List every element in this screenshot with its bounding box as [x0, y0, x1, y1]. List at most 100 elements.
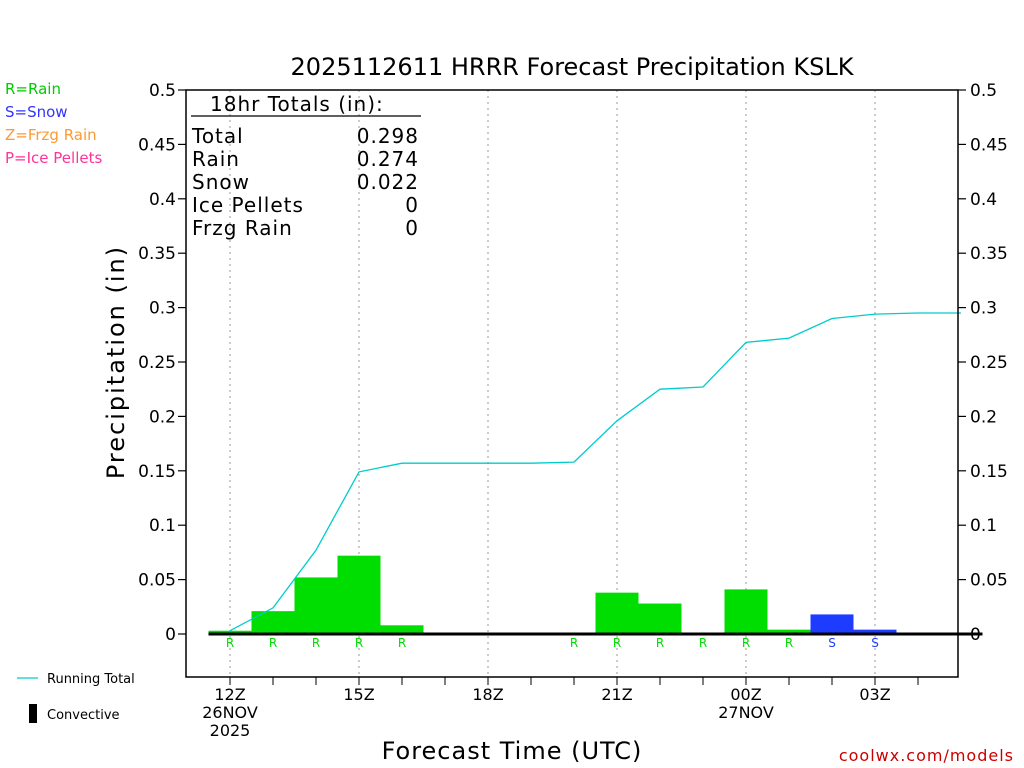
convective-bar [767, 632, 811, 636]
y-tick-label-right: 0.4 [970, 190, 997, 210]
x-tick-label: 26NOV [202, 703, 258, 722]
precip-bar [853, 629, 897, 634]
totals-row-label: Snow [192, 170, 250, 194]
precip-bar [208, 630, 252, 634]
chart-title: 2025112611 HRRR Forecast Precipitation K… [291, 53, 855, 81]
convective-bar [380, 632, 424, 636]
convective-bar [208, 632, 252, 636]
legend-key-ice-pellets: P=Ice Pellets [5, 149, 103, 167]
precip-type-label: R [312, 636, 320, 650]
precip-bar [810, 614, 854, 634]
convective-bar [810, 632, 854, 636]
precip-bar [767, 629, 811, 634]
convective-bar [466, 632, 510, 636]
totals-row-label: Total [191, 124, 244, 148]
totals-row-label: Ice Pellets [192, 193, 304, 217]
convective-bar [423, 632, 467, 636]
y-tick-label-left: 0.2 [149, 407, 176, 427]
precip-bars [208, 555, 897, 634]
bottom-legend: Running Total Convective [17, 672, 135, 723]
precip-bar [724, 589, 768, 634]
precip-bar [595, 592, 639, 634]
totals-row-value: 0 [405, 216, 419, 240]
convective-bar [896, 632, 940, 636]
totals-row-label: Frzg Rain [192, 216, 293, 240]
y-tick-label-left: 0.15 [138, 462, 176, 482]
precip-bar [337, 555, 381, 634]
precip-bar [294, 577, 338, 634]
precip-type-label: R [570, 636, 578, 650]
y-tick-label-right: 0.3 [970, 299, 997, 319]
precip-type-label: S [871, 636, 879, 650]
precip-type-label: R [742, 636, 750, 650]
precip-type-label: R [656, 636, 664, 650]
convective-bar [294, 632, 338, 636]
y-tick-label-left: 0.25 [138, 353, 176, 373]
convective-bar [337, 632, 381, 636]
running-total-line [229, 312, 961, 632]
totals-row-value: 0.274 [357, 147, 419, 171]
y-tick-label-right: 0.45 [970, 135, 1008, 155]
convective-bar [595, 632, 639, 636]
y-tick-label-right: 0.35 [970, 244, 1008, 264]
totals-title: 18hr Totals (in): [210, 92, 384, 116]
convective-bar [509, 632, 553, 636]
legend-key-snow: S=Snow [5, 103, 68, 121]
precip-bar [638, 603, 682, 634]
totals-row-value: 0.298 [357, 124, 419, 148]
totals-box: 18hr Totals (in): Total 0.298 Rain 0.274 Sno… [191, 92, 421, 240]
y-tick-label-right: 0.25 [970, 353, 1008, 373]
x-tick-label: 03Z [859, 685, 890, 704]
y-tick-label-left: 0.05 [138, 571, 176, 591]
y-tick-label-left: 0.4 [149, 190, 176, 210]
y-tick-label-right: 0 [970, 625, 981, 645]
legend-key-frzg-rain: Z=Frzg Rain [5, 126, 97, 144]
y-tick-label-left: 0.1 [149, 516, 176, 536]
y-tick-label-left: 0.35 [138, 244, 176, 264]
totals-rows: Total 0.298 Rain 0.274 Snow 0.022 Ice Pellets 0… [191, 124, 419, 240]
y-axis-ticks: 0 00.05 0.050.1 0.10.15 0.150.2 0.20.25 0.250.… [138, 81, 1008, 645]
convective-swatch [29, 704, 37, 723]
totals-row-value: 0.022 [357, 170, 419, 194]
convective-bar [552, 632, 596, 636]
y-tick-label-left: 0.45 [138, 135, 176, 155]
y-tick-label-right: 0.1 [970, 516, 997, 536]
y-axis-label: Precipitation (in) [102, 245, 130, 479]
convective-bar [681, 632, 725, 636]
convective-bar [724, 632, 768, 636]
y-tick-label-left: 0.5 [149, 81, 176, 101]
y-tick-label-left: 0 [165, 625, 176, 645]
precip-type-label: R [785, 636, 793, 650]
convective-bar [638, 632, 682, 636]
precip-type-label: R [355, 636, 363, 650]
y-tick-label-right: 0.2 [970, 407, 997, 427]
x-tick-label: 21Z [601, 685, 632, 704]
x-tick-label: 12Z [214, 685, 245, 704]
running-total-label: Running Total [47, 672, 135, 687]
plot-frame [185, 89, 959, 678]
x-tick-label: 27NOV [718, 703, 774, 722]
x-tick-label: 18Z [472, 685, 503, 704]
precip-bar [251, 611, 295, 634]
x-tick-label: 00Z [730, 685, 761, 704]
precip-type-label: R [269, 636, 277, 650]
legend-key-rain: R=Rain [5, 80, 61, 98]
precip-type-label: R [613, 636, 621, 650]
convective-bars [208, 632, 983, 636]
convective-bar [251, 632, 295, 636]
totals-row-value: 0 [405, 193, 419, 217]
convective-label: Convective [47, 708, 120, 723]
source-credit: coolwx.com/models [839, 746, 1014, 765]
y-tick-label-right: 0.05 [970, 571, 1008, 591]
x-tick-label: 15Z [343, 685, 374, 704]
precip-type-label: S [828, 636, 836, 650]
precip-bar [380, 625, 424, 634]
y-tick-label-right: 0.5 [970, 81, 997, 101]
convective-bar [853, 632, 897, 636]
precip-type-label: R [226, 636, 234, 650]
precip-type-label: R [398, 636, 406, 650]
gridlines [229, 90, 876, 677]
